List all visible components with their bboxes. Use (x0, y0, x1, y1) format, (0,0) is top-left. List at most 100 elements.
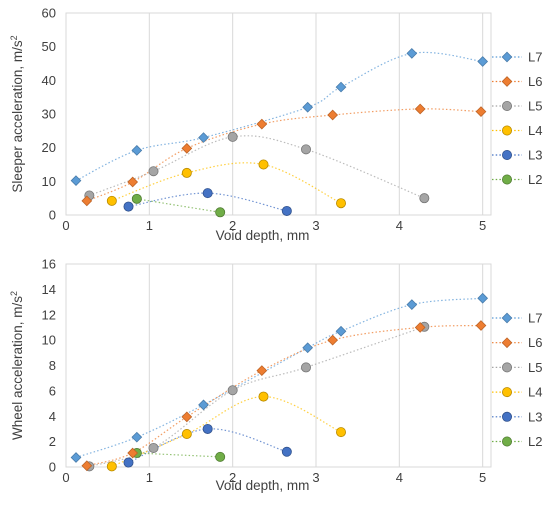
data-point-l6 (414, 103, 426, 115)
data-point-l6 (181, 411, 193, 423)
data-point-l3 (202, 423, 213, 434)
data-point-l4 (258, 391, 269, 402)
data-point-l6 (127, 176, 139, 188)
y-tick-label: 14 (42, 282, 56, 297)
x-tick-label: 3 (312, 218, 319, 233)
y-tick-label: 12 (42, 307, 56, 322)
data-point-l5 (148, 166, 159, 177)
trendlines (75, 51, 483, 213)
x-axis-title: Void depth, mm (216, 228, 310, 243)
data-point-l7 (477, 292, 489, 304)
y-axis-title: Sleeper acceleration, m/s2 (9, 35, 25, 192)
data-point-l6 (81, 195, 93, 207)
data-point-l7 (335, 81, 347, 93)
data-point-l4 (335, 198, 346, 209)
data-point-l4 (106, 195, 117, 206)
legend-marker-l3 (501, 149, 512, 160)
legend: L7 L6 L5 L4 L3 L2 (492, 311, 542, 449)
y-tick-label: 60 (42, 6, 56, 21)
legend-label-l2: L2 (528, 434, 542, 449)
y-tick-label: 30 (42, 107, 56, 122)
legend-marker-l6 (501, 76, 513, 87)
data-point-l7 (406, 48, 418, 59)
data-point-l7 (131, 431, 143, 443)
data-point-l6 (256, 118, 268, 130)
data-point-l2 (131, 193, 142, 204)
y-tick-label: 50 (42, 39, 56, 54)
series-trendline-l7 (75, 51, 483, 182)
legend-label-l4: L4 (528, 385, 542, 400)
legend-marker-l6 (501, 337, 513, 349)
legend-marker-l4 (501, 387, 512, 398)
y-tick-label: 40 (42, 73, 56, 88)
data-point-l7 (70, 175, 82, 187)
y-tick-label: 8 (49, 358, 56, 373)
x-tick-label: 1 (146, 218, 153, 233)
markers (70, 48, 489, 218)
plot-area (65, 12, 492, 216)
data-point-l4 (181, 429, 192, 440)
legend-marker-l7 (501, 312, 513, 324)
legend-marker-l2 (501, 174, 512, 185)
data-point-l5 (419, 193, 430, 204)
legend-label-l5: L5 (528, 99, 542, 114)
data-point-l3 (202, 188, 213, 199)
markers (70, 292, 489, 472)
legend-label-l5: L5 (528, 360, 542, 375)
y-tick-label: 20 (42, 140, 56, 155)
series-trendline-l6 (86, 324, 482, 467)
x-tick-label: 0 (62, 470, 69, 485)
legend-label-l6: L6 (528, 74, 542, 89)
legend-marker-l2 (501, 436, 512, 447)
data-point-l5 (227, 385, 238, 396)
data-point-l6 (256, 365, 268, 376)
y-tick-label: 10 (42, 174, 56, 189)
data-point-l6 (181, 142, 193, 154)
legend-label-l4: L4 (528, 123, 542, 138)
data-point-l7 (198, 132, 209, 143)
data-point-l7 (70, 452, 82, 463)
series-trendline-l5 (89, 326, 425, 467)
data-point-l7 (406, 299, 418, 310)
data-point-l7 (131, 144, 143, 156)
x-tick-label: 2 (229, 470, 236, 485)
series-trendline-l2 (136, 198, 221, 213)
y-tick-label: 10 (42, 333, 56, 348)
x-tick-label: 4 (396, 218, 403, 233)
series-trendline-l2 (136, 452, 221, 458)
x-tick-label: 3 (312, 470, 319, 485)
legend-label-l2: L2 (528, 172, 542, 187)
data-point-l4 (181, 167, 192, 178)
data-point-l2 (215, 451, 226, 462)
legend-label-l3: L3 (528, 148, 542, 163)
legend: L7 L6 L5 L4 L3 L2 (492, 50, 542, 187)
legend-label-l7: L7 (528, 311, 542, 326)
y-tick-label: 16 (42, 257, 56, 272)
data-point-l6 (327, 334, 339, 346)
x-tick-label: 5 (479, 218, 486, 233)
data-point-l5 (227, 131, 238, 142)
data-point-l6 (127, 447, 139, 459)
data-point-l3 (123, 201, 134, 212)
series-trendline-l3 (128, 192, 287, 212)
data-point-l3 (281, 446, 292, 457)
y-tick-label: 6 (49, 383, 56, 398)
plot-area (65, 263, 492, 468)
y-tick-label: 0 (49, 208, 56, 223)
data-point-l3 (281, 205, 292, 216)
y-axis-title: Wheel acceleration, m/s2 (9, 291, 25, 440)
data-point-l4 (106, 461, 117, 472)
data-point-l7 (477, 56, 489, 67)
legend-label-l7: L7 (528, 50, 542, 65)
x-tick-label: 5 (479, 470, 486, 485)
data-point-l6 (475, 106, 487, 118)
data-point-l6 (475, 320, 487, 331)
data-point-l7 (198, 399, 209, 411)
y-tick-label: 4 (49, 409, 56, 424)
data-point-l5 (148, 442, 159, 453)
x-tick-label: 1 (146, 470, 153, 485)
data-point-l3 (123, 457, 134, 468)
